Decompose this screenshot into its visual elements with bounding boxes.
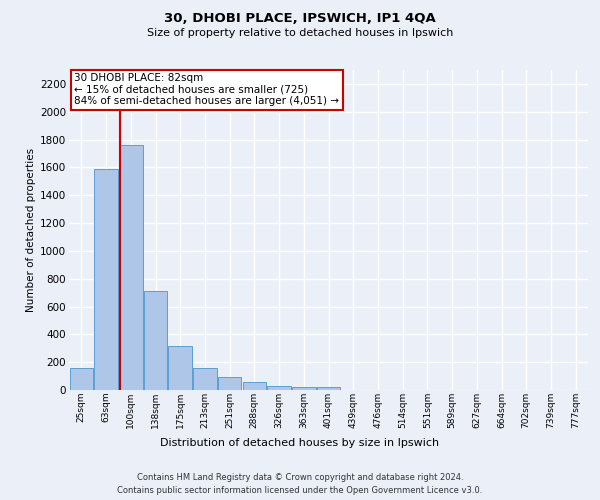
Bar [193, 368, 217, 390]
Bar [94, 170, 118, 390]
Bar [317, 387, 340, 390]
Text: Contains public sector information licensed under the Open Government Licence v3: Contains public sector information licen… [118, 486, 482, 495]
Text: 30 DHOBI PLACE: 82sqm
← 15% of detached houses are smaller (725)
84% of semi-det: 30 DHOBI PLACE: 82sqm ← 15% of detached … [74, 73, 339, 106]
Bar [70, 368, 93, 390]
Bar [119, 145, 143, 390]
Text: Distribution of detached houses by size in Ipswich: Distribution of detached houses by size … [160, 438, 440, 448]
Text: Size of property relative to detached houses in Ipswich: Size of property relative to detached ho… [147, 28, 453, 38]
Y-axis label: Number of detached properties: Number of detached properties [26, 148, 36, 312]
Bar [144, 291, 167, 390]
Bar [218, 378, 241, 390]
Text: Contains HM Land Registry data © Crown copyright and database right 2024.: Contains HM Land Registry data © Crown c… [137, 472, 463, 482]
Bar [268, 386, 291, 390]
Bar [242, 382, 266, 390]
Text: 30, DHOBI PLACE, IPSWICH, IP1 4QA: 30, DHOBI PLACE, IPSWICH, IP1 4QA [164, 12, 436, 26]
Bar [169, 346, 192, 390]
Bar [292, 387, 316, 390]
